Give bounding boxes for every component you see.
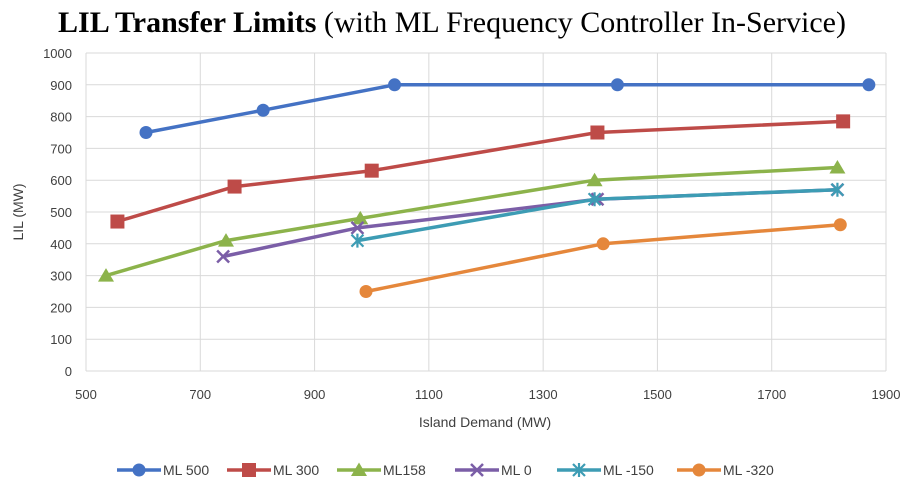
- legend-item: ML 500: [117, 462, 209, 478]
- y-tick-label: 900: [50, 78, 72, 93]
- marker-triangle: [98, 268, 114, 282]
- legend-item: ML 300: [227, 462, 319, 478]
- legend: ML 500 ML 300 ML158 ML 0 ML -150 ML -320: [117, 462, 774, 478]
- legend-label: ML158: [383, 462, 426, 478]
- marker-circle: [692, 463, 706, 477]
- marker-square: [364, 163, 379, 178]
- marker-circle: [610, 78, 624, 92]
- y-tick-label: 600: [50, 173, 72, 188]
- marker-x: [350, 221, 365, 235]
- x-tick-label: 500: [75, 387, 97, 402]
- marker-triangle: [829, 159, 846, 174]
- marker-circle: [388, 78, 402, 92]
- series-line: [221, 187, 840, 259]
- marker-square: [227, 179, 242, 194]
- legend-item: ML158: [337, 462, 426, 478]
- marker-circle: [139, 126, 153, 139]
- marker-x: [216, 249, 231, 264]
- series-ml-150: [350, 182, 845, 248]
- chart-title: LIL Transfer Limits (with ML Frequency C…: [0, 6, 904, 40]
- legend-label: ML -320: [723, 462, 774, 478]
- legend-item: ML -150: [557, 462, 654, 478]
- marker-circle: [862, 78, 876, 92]
- y-axis-title: LIL (MW): [10, 183, 26, 240]
- legend-label: ML -150: [603, 462, 654, 478]
- legend-item: ML 0: [455, 462, 532, 478]
- marker-circle: [132, 463, 146, 477]
- marker-triangle: [351, 462, 367, 476]
- x-tick-label: 700: [189, 387, 211, 402]
- y-tick-label: 500: [50, 205, 72, 220]
- marker-circle: [256, 103, 270, 117]
- marker-triangle: [586, 172, 603, 187]
- x-axis-title: Island Demand (MW): [419, 414, 551, 430]
- marker-square: [836, 114, 851, 129]
- y-tick-label: 800: [50, 110, 72, 125]
- marker-square: [590, 125, 605, 140]
- y-tick-label: 1000: [43, 46, 72, 61]
- x-axis-ticks: 500 700 900 1100 1300 1500 1700 1900: [75, 387, 900, 402]
- marker-circle: [833, 218, 847, 232]
- y-tick-label: 200: [50, 300, 72, 315]
- marker-star: [350, 233, 365, 248]
- marker-triangle: [352, 210, 369, 225]
- marker-square: [110, 214, 125, 229]
- series-ml158: [98, 159, 846, 282]
- legend-label: ML 0: [501, 462, 532, 478]
- y-tick-label: 0: [65, 364, 72, 379]
- y-tick-label: 300: [50, 269, 72, 284]
- y-tick-label: 400: [50, 237, 72, 252]
- series-ml-0: [216, 182, 845, 264]
- chart-title-bold: LIL Transfer Limits: [58, 6, 317, 39]
- chart-title-rest: (with ML Frequency Controller In-Service…: [316, 6, 846, 39]
- x-tick-label: 1300: [529, 387, 558, 402]
- marker-star: [572, 463, 586, 477]
- legend-item: ML -320: [677, 462, 774, 478]
- legend-label: ML 300: [273, 462, 319, 478]
- series-ml-300: [110, 114, 851, 229]
- marker-square: [242, 463, 256, 477]
- marker-star: [830, 182, 845, 197]
- y-axis-ticks: 0 100 200 300 400 500 600 700 800 900 1000: [43, 46, 72, 379]
- x-tick-label: 1100: [415, 387, 443, 402]
- marker-circle: [359, 285, 373, 298]
- marker-star: [587, 192, 602, 207]
- legend-label: ML 500: [163, 462, 209, 478]
- marker-x: [470, 463, 484, 477]
- x-tick-label: 1700: [757, 387, 786, 402]
- y-tick-label: 100: [50, 332, 72, 347]
- series-layer: [98, 78, 876, 298]
- marker-triangle: [218, 233, 234, 247]
- series-ml-500: [139, 78, 876, 139]
- x-tick-label: 1500: [643, 387, 672, 402]
- marker-circle: [596, 237, 610, 251]
- series-line: [364, 222, 843, 294]
- x-tick-label: 900: [304, 387, 326, 402]
- series-ml-320: [359, 218, 847, 298]
- y-tick-label: 700: [50, 141, 72, 156]
- x-tick-label: 1900: [872, 387, 901, 402]
